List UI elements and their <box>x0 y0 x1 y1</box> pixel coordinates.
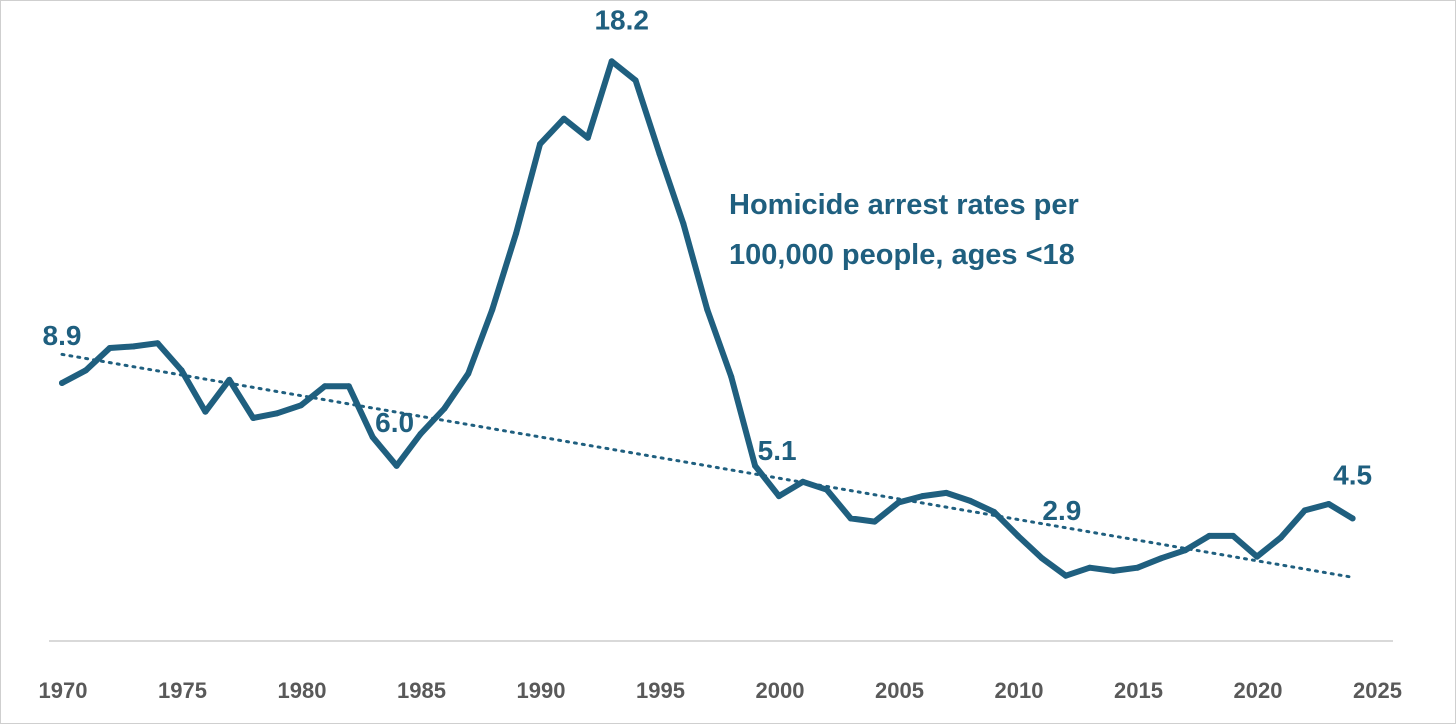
data-point <box>154 340 161 347</box>
data-point <box>1038 555 1045 562</box>
data-point <box>465 370 472 377</box>
data-point <box>59 380 65 387</box>
annotation-line: 100,000 people, ages <18 <box>729 239 1075 271</box>
data-point <box>441 405 448 412</box>
data-point <box>823 486 830 493</box>
data-point <box>1349 515 1356 522</box>
data-point <box>1182 547 1189 554</box>
data-point <box>1086 564 1093 571</box>
x-tick-layer: 1970 1975 1980 1985 1990 1995 2000 2005 2010 2015… <box>39 678 1402 703</box>
trendline-layer <box>60 352 1355 579</box>
series-line <box>59 58 1356 579</box>
data-point <box>130 343 137 350</box>
data-point <box>1325 501 1332 508</box>
data-point <box>608 58 615 65</box>
x-tick-label: 1980 <box>278 678 327 703</box>
data-point <box>393 462 400 469</box>
x-tick-label: 1985 <box>397 678 446 703</box>
data-point <box>345 383 352 390</box>
x-tick-label: 2000 <box>756 678 805 703</box>
data-label: 8.9 <box>43 320 82 351</box>
data-point <box>752 462 759 469</box>
data-point <box>202 408 209 415</box>
data-point <box>560 115 567 122</box>
data-point <box>1110 567 1117 574</box>
x-tick-label: 2015 <box>1114 678 1163 703</box>
x-tick-label: 1995 <box>636 678 685 703</box>
data-point <box>417 430 424 437</box>
data-point <box>871 518 878 525</box>
data-point <box>584 134 591 141</box>
data-point <box>513 230 520 237</box>
data-point <box>178 367 185 374</box>
x-tick-label: 2010 <box>995 678 1044 703</box>
data-point <box>537 141 543 148</box>
data-label-layer: 8.9 6.0 18.2 5.1 2.9 4.5 <box>43 4 1373 526</box>
data-point <box>369 434 376 441</box>
data-label: 2.9 <box>1042 495 1081 526</box>
data-point <box>776 493 782 500</box>
data-point <box>967 497 974 504</box>
data-point <box>728 373 735 380</box>
data-point <box>1158 555 1165 562</box>
data-point <box>106 344 113 351</box>
data-point <box>82 367 89 374</box>
series-layer <box>59 58 1356 579</box>
x-tick-label: 2005 <box>875 678 924 703</box>
data-label: 5.1 <box>758 435 797 466</box>
data-point <box>1254 553 1260 560</box>
data-point <box>274 410 281 417</box>
data-label: 6.0 <box>375 407 414 438</box>
data-point <box>704 306 711 313</box>
data-point <box>1301 507 1308 514</box>
data-point <box>632 77 639 84</box>
x-tick-label: 2025 <box>1353 678 1402 703</box>
data-point <box>1206 532 1213 539</box>
data-point <box>991 509 998 516</box>
data-point <box>895 499 902 506</box>
data-label: 18.2 <box>594 4 649 35</box>
data-point <box>656 150 663 157</box>
annotation-line: Homicide arrest rates per <box>729 189 1079 221</box>
data-point <box>1277 534 1284 541</box>
annotation-layer: Homicide arrest rates per 100,000 people,… <box>729 189 1079 271</box>
data-point <box>489 306 496 313</box>
data-point <box>919 493 926 500</box>
data-point <box>847 515 854 522</box>
data-label: 4.5 <box>1333 459 1372 490</box>
data-point <box>680 220 687 227</box>
x-tick-label: 1970 <box>39 678 88 703</box>
trendline <box>60 352 1355 579</box>
data-point <box>250 415 257 422</box>
x-tick-label: 2020 <box>1234 678 1283 703</box>
data-point <box>799 478 806 485</box>
data-point <box>226 376 233 383</box>
data-point <box>943 489 950 496</box>
data-point <box>1230 532 1237 539</box>
data-point <box>1062 572 1069 579</box>
data-point <box>298 402 304 409</box>
x-tick-label: 1990 <box>517 678 566 703</box>
data-point <box>321 383 328 390</box>
x-tick-label: 1975 <box>158 678 207 703</box>
data-point <box>1015 532 1021 539</box>
data-point <box>1134 564 1141 571</box>
